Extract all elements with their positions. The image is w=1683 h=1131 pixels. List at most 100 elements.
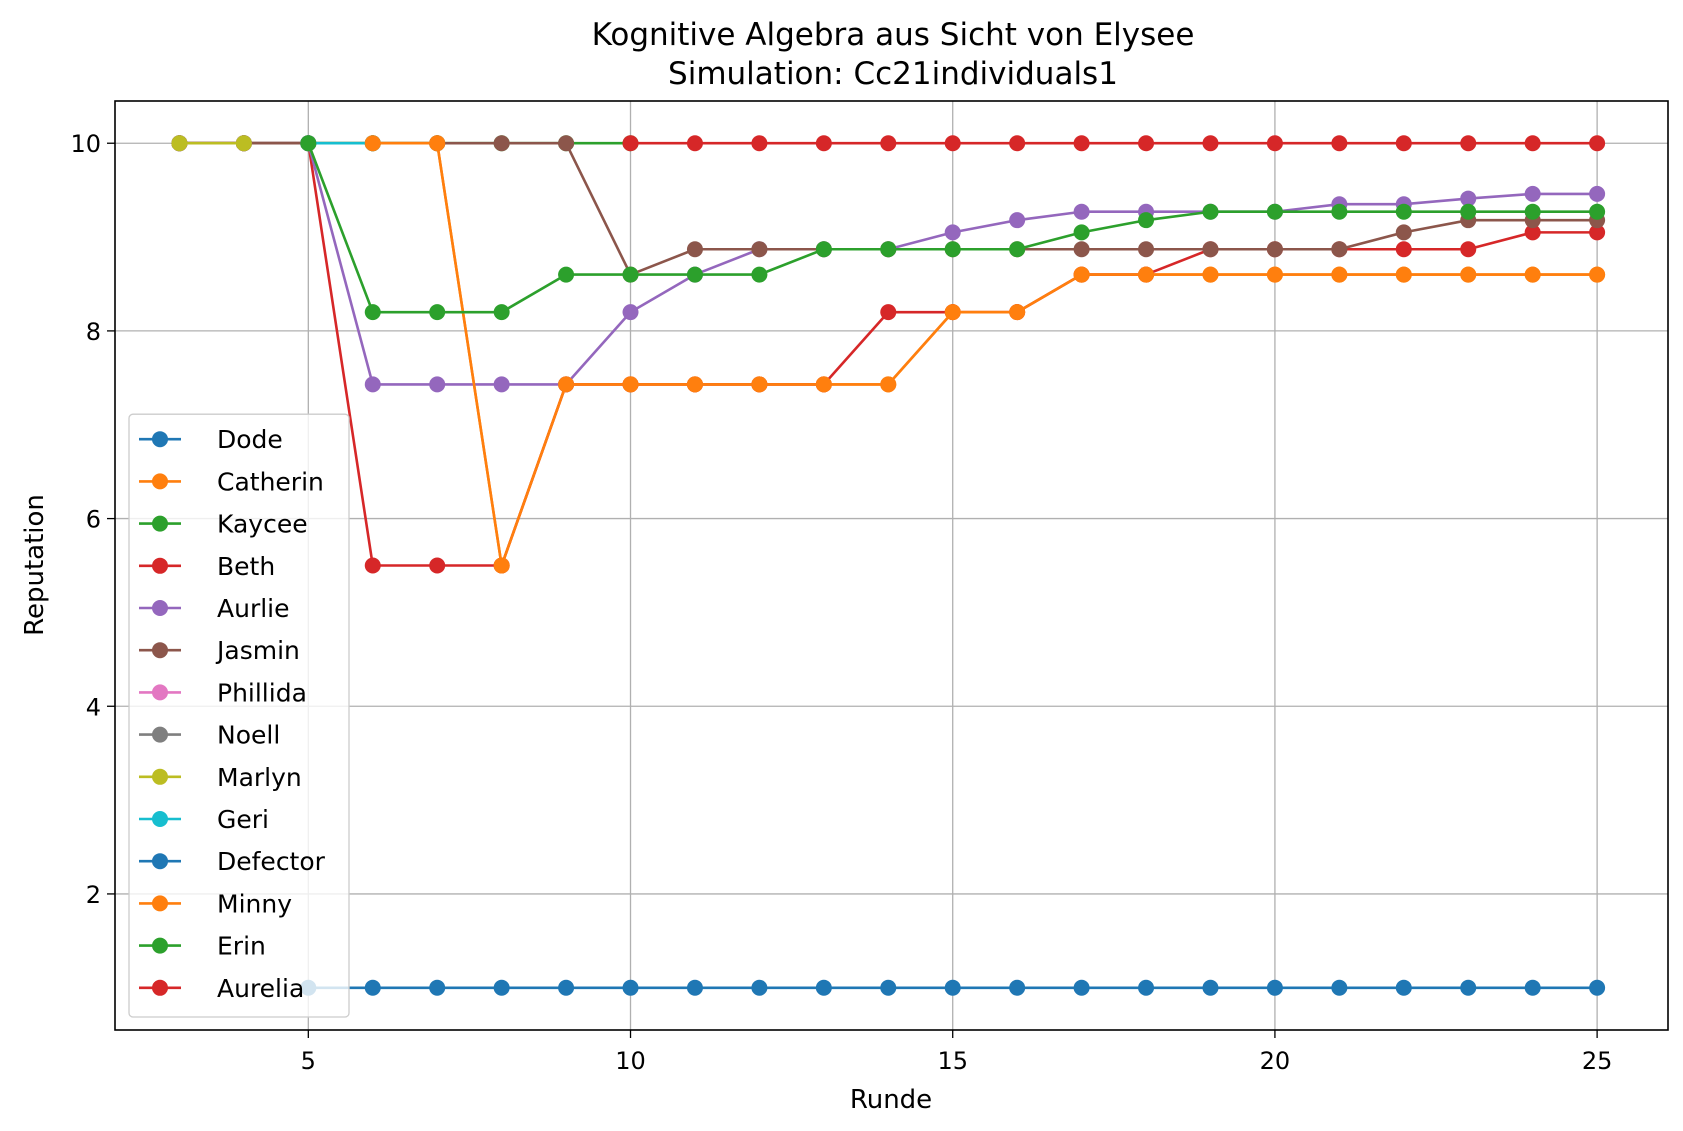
data-point — [880, 376, 897, 393]
data-point — [1073, 224, 1090, 241]
legend-box — [128, 413, 350, 1018]
legend-label: Beth — [217, 552, 275, 581]
data-point — [1138, 212, 1155, 229]
data-point — [1073, 135, 1090, 152]
data-point — [1331, 135, 1348, 152]
data-point — [1524, 135, 1541, 152]
data-point — [1138, 241, 1155, 258]
data-point — [1009, 304, 1026, 321]
data-point — [1138, 979, 1155, 996]
data-point — [622, 979, 639, 996]
data-point — [558, 979, 575, 996]
legend-item: Aurelia — [139, 974, 304, 1003]
data-point — [1266, 979, 1283, 996]
x-axis-label: Runde — [850, 1085, 932, 1115]
data-point — [622, 266, 639, 283]
series-minny — [364, 135, 1606, 574]
data-point — [1589, 135, 1606, 152]
data-point — [1266, 135, 1283, 152]
data-point — [1395, 135, 1412, 152]
legend: Dode Catherin Kaycee Beth Aurlie Jasmin Philli… — [128, 413, 350, 1018]
legend-label: Minny — [217, 889, 292, 918]
y-tick-label: 4 — [86, 693, 101, 721]
data-point — [1073, 979, 1090, 996]
data-point — [1073, 203, 1090, 220]
data-point — [1202, 241, 1219, 258]
data-point — [686, 979, 703, 996]
axis-ticks: 5 10 15 20 25 2 4 6 8 10 — [70, 130, 1612, 1075]
y-tick-label: 10 — [70, 130, 101, 158]
data-point — [1331, 266, 1348, 283]
data-point — [1589, 203, 1606, 220]
data-point — [1460, 190, 1477, 207]
y-tick-label: 8 — [86, 318, 101, 346]
data-point — [622, 135, 639, 152]
legend-item: Dode — [139, 425, 283, 454]
legend-label: Phillida — [217, 678, 307, 707]
data-point — [686, 135, 703, 152]
data-point — [493, 304, 510, 321]
data-point — [622, 304, 639, 321]
data-point — [1202, 979, 1219, 996]
data-point — [1460, 979, 1477, 996]
y-tick-label: 2 — [86, 881, 101, 909]
legend-label: Geri — [217, 805, 269, 834]
data-point — [1331, 979, 1348, 996]
legend-item: Aurlie — [139, 594, 290, 623]
y-axis-label: Reputation — [20, 494, 50, 636]
data-point — [622, 376, 639, 393]
data-point — [1073, 241, 1090, 258]
data-point — [1138, 135, 1155, 152]
data-point — [1460, 241, 1477, 258]
data-point — [1589, 266, 1606, 283]
legend-item: Kaycee — [139, 510, 308, 539]
legend-marker — [152, 811, 168, 827]
data-point — [429, 979, 446, 996]
data-point — [364, 557, 381, 574]
x-tick-label: 5 — [301, 1047, 316, 1075]
data-point — [1009, 979, 1026, 996]
data-point — [815, 241, 832, 258]
data-point — [300, 135, 317, 152]
data-point — [1524, 203, 1541, 220]
legend-marker — [152, 557, 168, 574]
legend-item: Geri — [139, 805, 269, 834]
data-point — [1395, 979, 1412, 996]
data-point — [815, 979, 832, 996]
legend-item: Jasmin — [139, 636, 300, 665]
plot-frame — [114, 100, 1669, 1031]
data-point — [429, 304, 446, 321]
legend-item: Beth — [139, 552, 275, 581]
data-point — [944, 135, 961, 152]
series-marlyn — [171, 135, 252, 152]
data-point — [429, 135, 446, 152]
legend-label: Jasmin — [215, 636, 300, 665]
data-point — [880, 979, 897, 996]
data-point — [429, 557, 446, 574]
data-point — [364, 135, 381, 152]
data-point — [815, 135, 832, 152]
chart-title: Kognitive Algebra aus Sicht von Elysee — [592, 17, 1195, 53]
data-point — [1266, 241, 1283, 258]
legend-marker — [152, 937, 168, 954]
legend-label: Catherin — [217, 467, 324, 496]
data-point — [429, 376, 446, 393]
data-point — [1460, 266, 1477, 283]
data-point — [171, 135, 188, 152]
legend-item: Minny — [139, 889, 292, 918]
legend-marker — [152, 768, 168, 785]
data-point — [1589, 979, 1606, 996]
legend-marker — [152, 684, 168, 701]
legend-label: Noell — [217, 721, 280, 750]
data-point — [880, 135, 897, 152]
data-point — [493, 979, 510, 996]
data-point — [880, 241, 897, 258]
legend-label: Kaycee — [217, 510, 308, 539]
data-point — [1009, 212, 1026, 229]
series-line — [372, 141, 1598, 567]
data-point — [880, 304, 897, 321]
data-point — [751, 266, 768, 283]
data-point — [1395, 266, 1412, 283]
data-point — [944, 304, 961, 321]
